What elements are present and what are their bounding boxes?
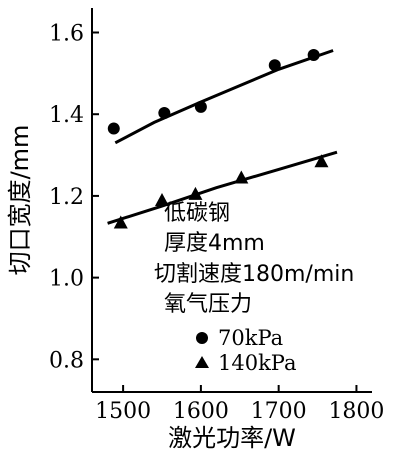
legend-circle-icon [196,332,208,344]
point-70kpa [158,106,171,119]
point-140kpa [155,193,169,206]
y-tick-label: 1.4 [49,103,84,128]
point-70kpa [268,59,281,72]
fit-line-140kpa [107,150,338,225]
fit-line-70kpa [114,49,334,145]
y-ticks: 0.8 1.0 1.2 1.4 1.6 [49,22,99,373]
y-tick-label: 1.2 [49,185,84,210]
legend-triangle-icon [195,356,209,368]
x-axis-title: 激光功率/W [168,424,296,452]
annotation-material: 低碳钢 [164,201,230,226]
point-140kpa [188,186,203,200]
point-70kpa [194,100,207,113]
y-tick-label: 0.8 [49,348,84,373]
fit-lines [107,49,338,225]
x-tick-label: 1700 [251,399,307,424]
x-tick-label: 1500 [95,399,151,424]
x-tick-label: 1800 [328,399,384,424]
point-70kpa [107,122,120,135]
point-140kpa [314,154,329,168]
point-140kpa [234,170,249,184]
y-tick-label: 1.0 [49,267,84,292]
y-axis-title: 切口宽度/mm [6,125,34,276]
annotation-oxygen-pressure: 氧气压力 [164,292,252,317]
legend-label-70kpa: 70kPa [218,326,283,350]
y-tick-label: 1.6 [49,22,84,47]
annotation-speed: 切割速度180m/min [154,262,354,287]
point-140kpa [113,215,128,229]
x-tick-label: 1600 [173,399,229,424]
point-70kpa [307,48,320,61]
legend-label-140kpa: 140kPa [218,351,297,375]
data-points [107,48,329,229]
annotation-thickness: 厚度4mm [164,231,265,256]
x-ticks: 1500 1600 1700 1800 [95,385,384,424]
legend: 70kPa 140kPa [195,326,297,375]
